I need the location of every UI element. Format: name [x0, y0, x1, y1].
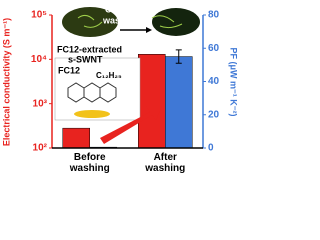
film-image: [62, 7, 118, 37]
chart: Electrical conductivity (S m⁻¹) PF (μW m…: [1, 4, 239, 154]
arrow-head: [146, 27, 152, 33]
error-bar: [175, 49, 182, 64]
annotation: C₁₂H₂₅: [96, 71, 122, 80]
y-tick-label: 10⁵: [31, 10, 47, 21]
bar: [138, 54, 166, 149]
molecule: [67, 82, 117, 103]
big-arrow: [100, 106, 162, 144]
y2-tick-label: 0: [208, 143, 214, 154]
y2-tick-label: 80: [208, 10, 220, 21]
molecule-disc: [74, 110, 110, 118]
x-tick-label: After washing: [145, 152, 186, 174]
y-tick-label: 10⁴: [31, 54, 47, 65]
bar: [165, 56, 193, 149]
annotation: washing: [102, 15, 139, 25]
annotation: s-SWNT: [68, 54, 103, 64]
y2-tick-label: 20: [208, 109, 220, 120]
annotation: FC12-extracted: [57, 44, 122, 54]
annotation: CH₂Cl₂: [105, 4, 135, 14]
y-tick-label: 10³: [33, 98, 48, 109]
y2-tick-label: 60: [208, 43, 220, 54]
y-axis-title: Electrical conductivity (S m⁻¹): [1, 18, 11, 146]
y-tick-label: 10²: [33, 143, 48, 154]
y2-tick-label: 40: [208, 76, 220, 87]
annotation: FC12: [58, 65, 80, 75]
y2-axis-title: PF (μW m⁻¹ K⁻²): [229, 48, 239, 117]
nanotube-lines: [77, 14, 183, 29]
structure-box: [54, 57, 141, 121]
bar: [62, 127, 90, 149]
film-image: [152, 8, 200, 36]
x-tick-label: Before washing: [69, 152, 110, 174]
page: Electrical conductivity (S m⁻¹) PF (μW m…: [1, 4, 239, 174]
